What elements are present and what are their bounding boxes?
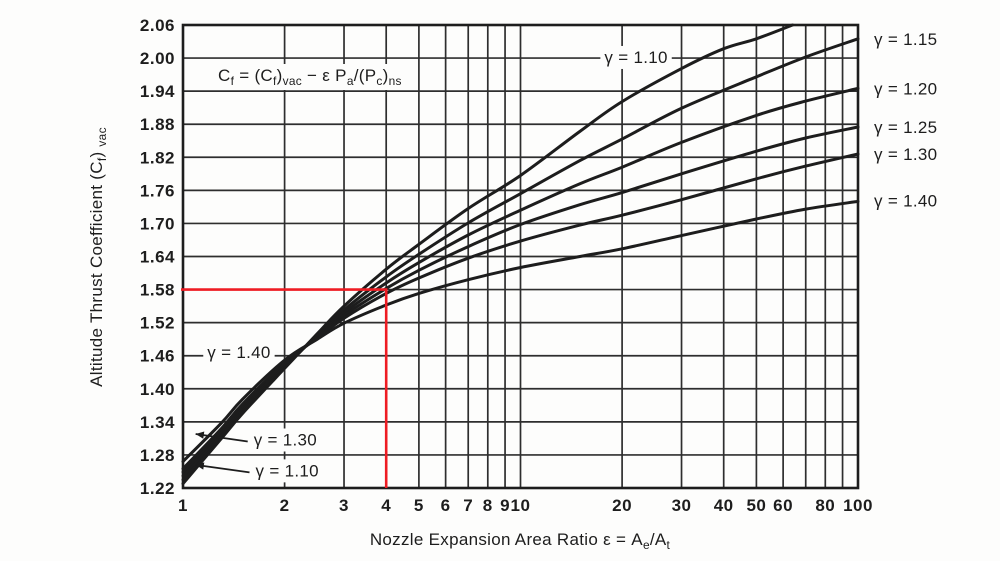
x-tick-label: 60 xyxy=(773,496,793,515)
y-axis-title: Altitude Thrust Coefficient (Cf) vac xyxy=(87,127,109,387)
y-tick-label: 1.46 xyxy=(140,347,175,366)
plot-frame xyxy=(181,23,860,490)
x-tick-label: 3 xyxy=(339,496,349,515)
x-tick-label: 5 xyxy=(414,496,424,515)
curve-gamma-1.40 xyxy=(181,199,860,464)
x-tick-label: 10 xyxy=(511,496,531,515)
curves-layer xyxy=(181,23,860,486)
label-arrow xyxy=(195,433,248,443)
y-tick-label: 1.52 xyxy=(140,314,175,333)
y-tick-label: 1.82 xyxy=(140,148,175,167)
x-axis-title: Nozzle Expansion Area Ratio ε = Ae/At xyxy=(370,530,671,552)
y-tick-label: 1.94 xyxy=(140,82,175,101)
curve-gamma-1.25 xyxy=(181,125,860,474)
red-reference-line xyxy=(181,288,388,488)
y-tick-label: 1.64 xyxy=(140,248,175,267)
curve-label-inline: γ = 1.30 xyxy=(254,430,317,449)
curve-label-inline: γ = 1.10 xyxy=(256,461,319,480)
formula-knockout xyxy=(212,64,408,90)
y-tick-label: 1.28 xyxy=(140,446,175,465)
x-tick-label: 1 xyxy=(178,496,188,515)
label-knockout xyxy=(249,428,322,452)
y-tick-label: 1.40 xyxy=(140,380,175,399)
y-tick-label: 1.34 xyxy=(140,413,175,432)
label-knockout xyxy=(251,459,323,483)
red-annotation-layer xyxy=(181,288,388,488)
y-tick-label: 1.58 xyxy=(140,281,175,300)
labels-layer: 2.06 2.00 1.94 1.88 1.82 1.76 1.70 1.64 1.58 1.52… xyxy=(140,16,937,515)
x-tick-label: 30 xyxy=(672,496,692,515)
y-tick-label: 1.76 xyxy=(140,181,175,200)
x-tick-label: 40 xyxy=(714,496,734,515)
grid-layer xyxy=(182,24,859,489)
curve-label-inline: γ = 1.40 xyxy=(207,343,270,362)
x-tick-label: 20 xyxy=(612,496,632,515)
x-tick-label: 4 xyxy=(381,496,391,515)
x-tick-label: 100 xyxy=(843,496,873,515)
label-arrow xyxy=(195,463,250,474)
x-tick-label: 50 xyxy=(746,496,766,515)
curve-label-right: γ = 1.15 xyxy=(874,30,937,49)
y-tick-label: 1.70 xyxy=(140,214,175,233)
x-tick-label: 2 xyxy=(280,496,290,515)
x-tick-label: 80 xyxy=(815,496,835,515)
curve-label-right: γ = 1.25 xyxy=(874,118,937,137)
x-tick-label: 9 xyxy=(500,496,510,515)
curve-label-right: γ = 1.20 xyxy=(874,79,937,98)
label-arrowhead xyxy=(195,431,205,439)
curve-gamma-1.10 xyxy=(181,23,795,486)
x-tick-label: 8 xyxy=(483,496,493,515)
y-tick-label: 1.22 xyxy=(140,479,175,498)
plot-frame-layer xyxy=(181,23,860,490)
label-arrowhead xyxy=(195,462,205,470)
curve-gamma-1.30 xyxy=(181,152,860,471)
label-knockout xyxy=(203,340,275,364)
curve-label-inline: γ = 1.10 xyxy=(604,48,667,67)
y-tick-label: 2.06 xyxy=(140,16,175,35)
y-tick-label: 1.88 xyxy=(140,115,175,134)
curve-label-right: γ = 1.40 xyxy=(874,191,937,210)
label-knockout xyxy=(600,45,672,69)
curve-label-right: γ = 1.30 xyxy=(874,145,937,164)
formula-annotation: Cf = (Cf)vac − ε Pa/(Pc)ns xyxy=(218,66,402,88)
x-tick-label: 6 xyxy=(441,496,451,515)
x-tick-label: 7 xyxy=(463,496,473,515)
y-tick-label: 2.00 xyxy=(140,49,175,68)
